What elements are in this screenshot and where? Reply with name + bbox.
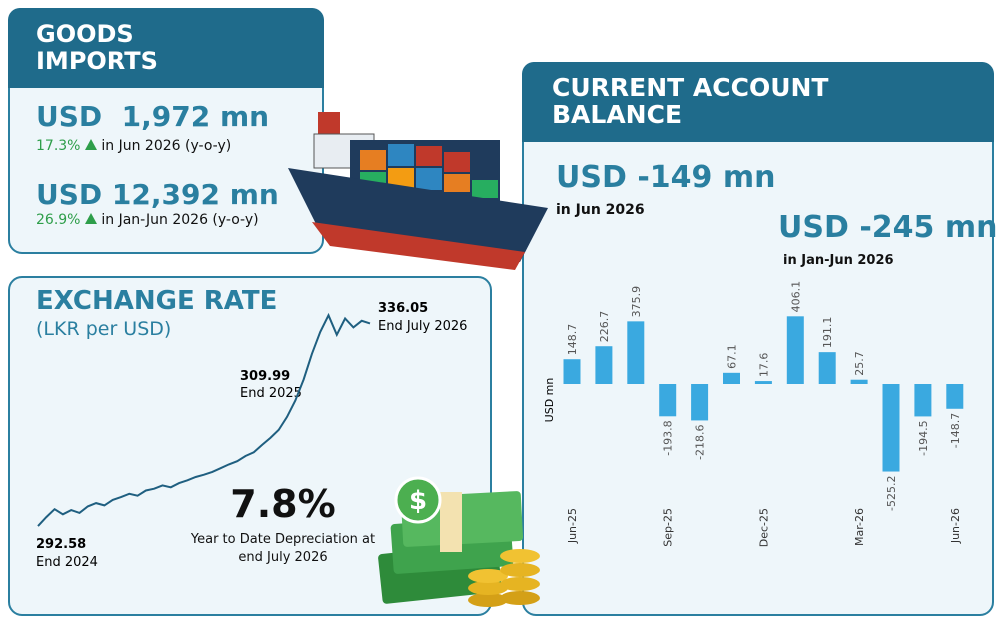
bar	[818, 352, 836, 384]
value-label: -194.5	[917, 420, 930, 455]
x-tick-label: Sep-25	[662, 508, 675, 547]
bar	[691, 384, 709, 421]
depreciation-value: 7.8%	[230, 482, 336, 526]
value-label: 191.1	[821, 317, 834, 349]
annotation-value: 336.05	[378, 301, 428, 316]
goods-header	[8, 8, 324, 88]
bar	[723, 372, 740, 384]
annotation-value: 292.58	[36, 537, 86, 552]
value-label: 148.7	[566, 324, 579, 356]
value-label: -148.7	[949, 413, 962, 448]
annotation-label: End 2024	[36, 555, 98, 570]
bar	[754, 381, 772, 384]
value-label: -193.8	[662, 420, 675, 455]
current-account-panel	[522, 62, 994, 616]
exchange-rate-line	[37, 312, 371, 527]
goods-title: GOODS IMPORTS	[36, 20, 158, 75]
current-account-title: CURRENT ACCOUNT BALANCE	[552, 73, 829, 129]
value-label: -525.2	[885, 476, 898, 511]
bar	[882, 384, 900, 472]
ca-cumulative-amount: USD -245 mn	[778, 210, 998, 245]
exchange-subtitle: (LKR per USD)	[36, 318, 172, 340]
money-illustration: $	[378, 476, 540, 607]
goods-monthly-change-row: 17.3% in Jun 2026 (y-o-y)	[36, 138, 231, 154]
bar	[914, 384, 932, 417]
value-label: 67.1	[726, 344, 739, 369]
up-arrow	[84, 139, 97, 150]
ca-monthly-amount: USD -149 mn	[556, 160, 776, 195]
bar	[563, 359, 581, 384]
goods-monthly-period: in Jun 2026 (y-o-y)	[101, 138, 232, 154]
goods-cumulative-amount: USD 12,392 mn	[36, 178, 279, 211]
annotation-value: 309.99	[240, 369, 290, 384]
goods-cumulative-period: in Jan-Jun 2026 (y-o-y)	[101, 212, 259, 228]
goods-monthly-change: 17.3%	[36, 138, 81, 154]
exchange-title: EXCHANGE RATE	[36, 286, 278, 316]
goods-cumulative-change-row: 26.9% in Jan-Jun 2026 (y-o-y)	[36, 212, 259, 228]
x-tick-label: Jun-25	[566, 508, 579, 544]
bar	[627, 321, 645, 384]
goods-monthly-amount: USD 1,972 mn	[36, 100, 270, 133]
depreciation-label: Year to Date Depreciation at end July 20…	[190, 532, 376, 565]
value-label: 25.7	[853, 351, 866, 376]
value-label: 17.6	[757, 353, 770, 378]
bar	[659, 384, 677, 417]
current-account-header	[522, 62, 994, 142]
up-arrow	[84, 213, 97, 224]
value-label: 375.9	[630, 286, 643, 318]
bar	[946, 384, 964, 409]
annotation-label: End July 2026	[378, 319, 467, 334]
x-tick-label: Mar-26	[853, 508, 866, 546]
y-axis-label: USD mn	[543, 378, 556, 423]
ship-illustration	[288, 112, 548, 270]
goods-cumulative-change: 26.9%	[36, 212, 81, 228]
value-label: -218.6	[694, 424, 707, 459]
value-label: 406.1	[789, 281, 802, 313]
ca-monthly-period: in Jun 2026	[556, 202, 645, 218]
annotation-label: End 2025	[240, 386, 302, 401]
x-tick-label: Jun-26	[949, 508, 962, 544]
x-tick-label: Dec-25	[757, 508, 770, 547]
value-label: 226.7	[598, 311, 611, 343]
bar	[786, 316, 804, 384]
bar	[595, 346, 613, 384]
svg-text:$: $	[409, 486, 427, 516]
ca-cumulative-period: in Jan-Jun 2026	[783, 253, 894, 268]
bar	[850, 379, 868, 384]
